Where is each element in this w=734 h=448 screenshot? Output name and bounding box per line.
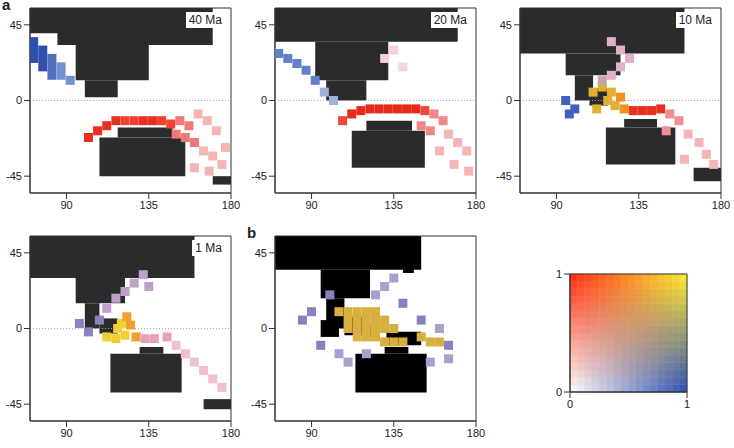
svg-text:0: 0 <box>506 94 512 106</box>
html-text:1 Ma: 1 Ma <box>195 241 222 255</box>
svg-text:135: 135 <box>385 199 403 211</box>
html-text:40 Ma: 40 Ma <box>188 13 222 27</box>
svg-text:1: 1 <box>684 398 690 410</box>
svg-text:0: 0 <box>556 386 562 398</box>
svg-text:90: 90 <box>305 427 317 439</box>
svg-text:45: 45 <box>500 19 512 31</box>
svg-text:180: 180 <box>467 199 485 211</box>
svg-text:135: 135 <box>140 427 158 439</box>
svg-text:0: 0 <box>16 94 22 106</box>
svg-text:-45: -45 <box>8 170 22 182</box>
svg-text:1: 1 <box>556 268 562 280</box>
svg-text:-45: -45 <box>496 170 512 182</box>
svg-text:-45: -45 <box>251 398 267 410</box>
svg-text:180: 180 <box>467 427 485 439</box>
svg-text:135: 135 <box>630 199 648 211</box>
html-text:20 Ma: 20 Ma <box>433 13 467 27</box>
svg-text:-45: -45 <box>251 170 267 182</box>
svg-text:90: 90 <box>60 199 72 211</box>
svg-text:0: 0 <box>261 322 267 334</box>
html-text:10 Ma: 10 Ma <box>678 13 712 27</box>
html-text:b: b <box>247 224 257 241</box>
svg-text:0: 0 <box>16 322 22 334</box>
svg-text:90: 90 <box>305 199 317 211</box>
svg-text:135: 135 <box>140 199 158 211</box>
svg-text:90: 90 <box>60 427 72 439</box>
svg-text:180: 180 <box>712 199 726 211</box>
svg-text:45: 45 <box>255 19 267 31</box>
svg-text:90: 90 <box>550 199 562 211</box>
svg-text:135: 135 <box>385 427 403 439</box>
svg-text:180: 180 <box>222 199 240 211</box>
svg-text:-45: -45 <box>8 398 22 410</box>
svg-text:45: 45 <box>10 19 22 31</box>
svg-text:0: 0 <box>567 398 573 410</box>
svg-text:0: 0 <box>261 94 267 106</box>
svg-text:45: 45 <box>255 247 267 259</box>
svg-text:45: 45 <box>10 247 22 259</box>
svg-text:180: 180 <box>222 427 240 439</box>
